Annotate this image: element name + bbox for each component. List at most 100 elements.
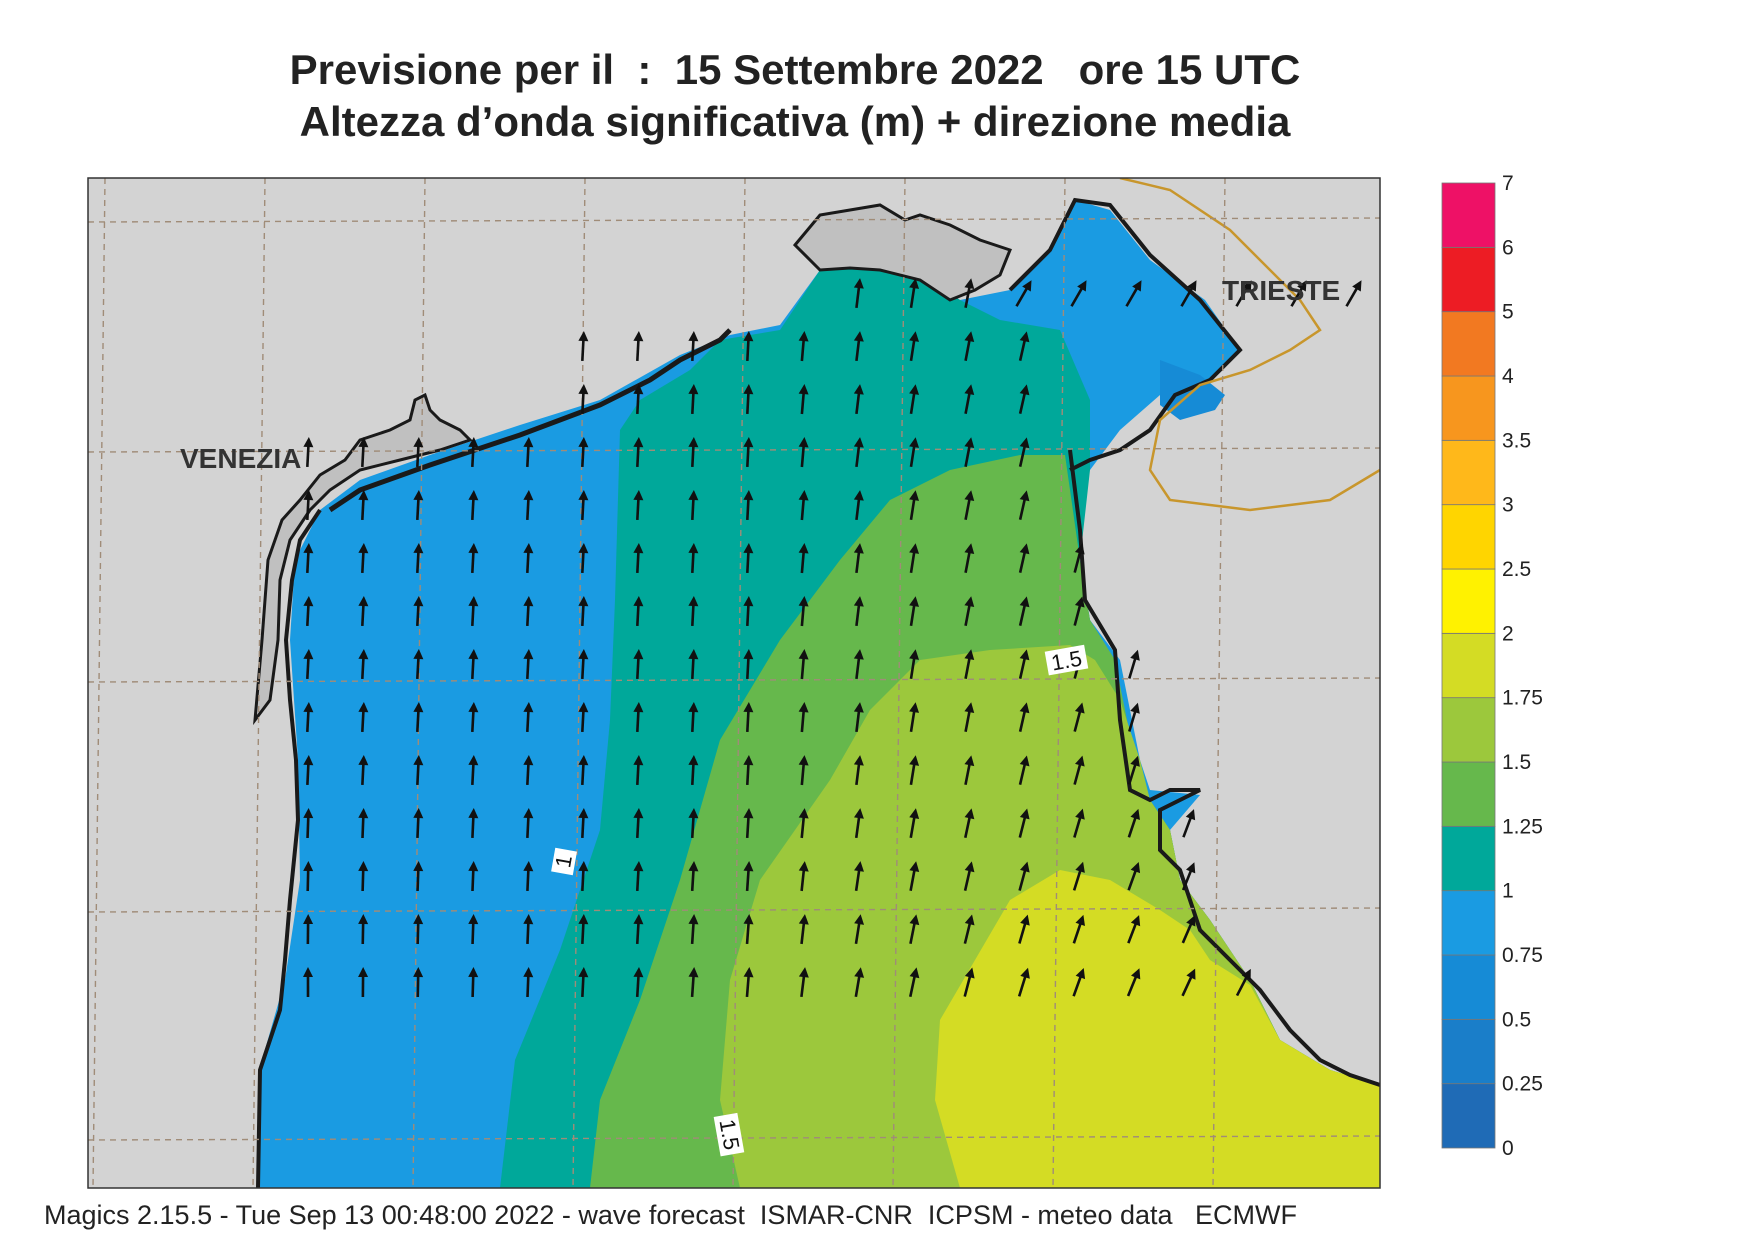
direction-arrow [413, 914, 424, 945]
map-frame [87, 177, 1381, 1189]
direction-arrow [909, 543, 920, 574]
direction-arrow [358, 861, 369, 892]
direction-arrow [1235, 280, 1252, 307]
direction-arrow [578, 649, 589, 680]
colorbar-level-label: 2.5 [1502, 558, 1531, 581]
direction-arrow [1018, 808, 1030, 838]
colorbar-level-label: 0.5 [1502, 1008, 1531, 1031]
direction-arrow [633, 967, 644, 998]
direction-arrow [578, 490, 589, 521]
direction-arrow [853, 808, 864, 839]
direction-arrow [523, 437, 534, 468]
direction-arrow [578, 331, 589, 362]
direction-arrow [964, 384, 975, 415]
direction-arrow [964, 543, 975, 574]
direction-arrow [853, 278, 864, 309]
direction-arrow [743, 967, 754, 998]
direction-arrow [578, 808, 589, 839]
direction-arrow [909, 967, 920, 997]
direction-arrow [633, 755, 644, 786]
direction-arrow [688, 437, 699, 468]
colorbar-level-label: 1.5 [1502, 751, 1531, 774]
direction-arrow [1018, 331, 1030, 361]
lat-lon-grid [88, 178, 1380, 1188]
direction-arrow [909, 596, 920, 627]
direction-arrow [1072, 914, 1085, 944]
direction-arrow [578, 755, 589, 786]
colorbar-level-label: 1.75 [1502, 687, 1543, 710]
direction-arrow [303, 596, 314, 627]
direction-arrow [688, 649, 699, 680]
direction-arrow [798, 808, 809, 839]
direction-arrow [358, 967, 369, 998]
direction-arrow [743, 437, 754, 468]
colorbar-level-label: 0 [1502, 1137, 1514, 1160]
colorbar-swatch [1441, 697, 1496, 763]
direction-arrow [909, 914, 920, 945]
direction-arrow [1018, 490, 1030, 520]
direction-arrow [413, 808, 424, 839]
direction-arrow [578, 384, 589, 415]
direction-arrow [633, 384, 644, 415]
wave-direction-arrows [302, 278, 1362, 998]
coastline-gulf-trieste [1008, 197, 1243, 472]
direction-arrow [688, 702, 699, 733]
direction-arrow [468, 967, 479, 998]
colorbar-level-label: 4 [1502, 365, 1514, 388]
colorbar-swatch [1441, 825, 1496, 892]
direction-arrow [1128, 702, 1140, 732]
direction-arrow [1018, 596, 1030, 626]
direction-arrow [743, 490, 754, 521]
colorbar-swatch [1441, 504, 1496, 570]
colorbar-swatch [1441, 375, 1496, 441]
direction-arrow [743, 331, 754, 362]
direction-arrow [688, 596, 699, 627]
direction-arrow [798, 437, 809, 468]
grid-meridian [732, 178, 746, 1188]
colorbar-level-label: 1.25 [1502, 815, 1543, 838]
city-label-venezia: VENEZIA [180, 443, 301, 474]
colorbar-level-label: 3.5 [1502, 429, 1531, 452]
direction-arrow [1127, 861, 1141, 891]
direction-arrow [633, 649, 644, 680]
colorbar-swatch [1441, 246, 1496, 313]
direction-arrow [468, 596, 479, 627]
direction-arrow [909, 437, 920, 468]
direction-arrow [303, 490, 314, 521]
direction-arrow [909, 649, 920, 680]
direction-arrow [798, 543, 809, 574]
grid-meridian [1212, 178, 1226, 1188]
direction-arrow [743, 543, 754, 574]
direction-arrow [303, 914, 314, 945]
direction-arrow [743, 808, 754, 839]
direction-arrow [1018, 437, 1030, 467]
colorbar-level-label: 6 [1502, 236, 1514, 259]
direction-arrow [633, 861, 644, 892]
direction-arrow [633, 437, 644, 468]
direction-arrow [578, 596, 589, 627]
colorbar-swatch [1441, 890, 1496, 956]
direction-arrow [964, 808, 975, 838]
direction-arrow [578, 702, 589, 733]
colorbar-swatch [1441, 439, 1496, 506]
direction-arrow [743, 861, 754, 892]
direction-arrow [523, 596, 534, 627]
colorbar-level-label: 0.25 [1502, 1073, 1543, 1096]
direction-arrow [633, 808, 644, 839]
direction-arrow [413, 702, 424, 733]
direction-arrow [798, 914, 809, 945]
direction-arrow [853, 490, 864, 521]
direction-arrow [413, 596, 424, 627]
direction-arrow [1017, 967, 1030, 997]
direction-arrow [413, 861, 424, 892]
direction-arrow [688, 914, 699, 945]
direction-arrow [688, 543, 699, 574]
direction-arrow [303, 543, 314, 574]
direction-arrow [743, 755, 754, 786]
colorbar-level-label: 7 [1502, 172, 1514, 195]
direction-arrow [303, 861, 314, 892]
direction-arrow [633, 543, 644, 574]
direction-arrow [1018, 914, 1030, 944]
direction-arrow [798, 384, 809, 415]
direction-arrow [688, 808, 699, 839]
